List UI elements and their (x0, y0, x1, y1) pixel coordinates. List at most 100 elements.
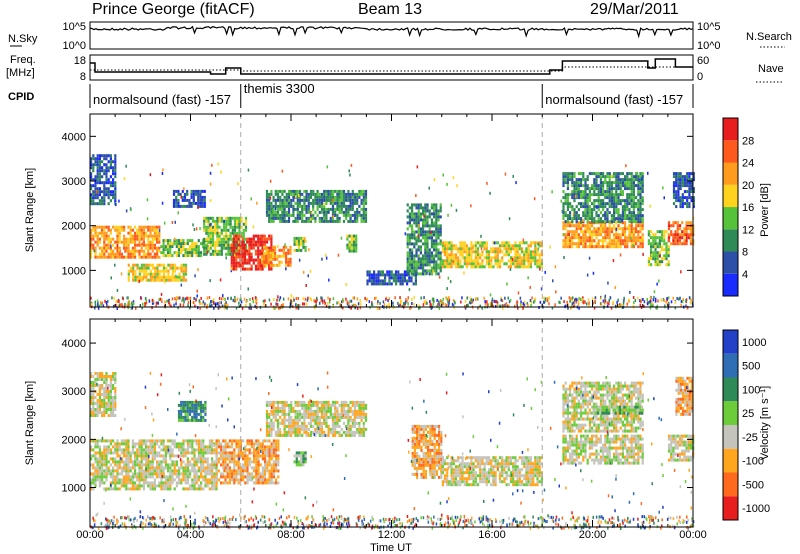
heatmap-cell (109, 463, 112, 467)
heatmap-cell (94, 187, 97, 191)
heatmap-cell (599, 172, 602, 176)
heatmap-cell (220, 219, 223, 223)
heatmap-cell (329, 201, 332, 205)
heatmap-cell (424, 209, 427, 213)
heatmap-cell (112, 457, 115, 461)
heatmap-cell (138, 463, 141, 467)
heatmap-cell (309, 213, 313, 217)
heatmap-cell (301, 204, 304, 208)
heatmap-cell (221, 297, 223, 301)
heatmap-cell (246, 249, 249, 253)
heatmap-cell (351, 204, 354, 208)
heatmap-cell (189, 472, 192, 476)
heatmap-cell (443, 253, 447, 257)
heatmap-cell (604, 178, 607, 182)
heatmap-cell (151, 275, 155, 279)
heatmap-cell (505, 247, 508, 251)
heatmap-cell (358, 192, 361, 196)
heatmap-cell (101, 472, 104, 476)
heatmap-cell (676, 297, 678, 300)
heatmap-cell (98, 169, 101, 173)
heatmap-cell (114, 448, 117, 452)
heatmap-cell (450, 262, 453, 266)
heatmap-cell (608, 245, 611, 249)
heatmap-cell (116, 228, 119, 232)
heatmap-cell (626, 205, 629, 209)
heatmap-cell (243, 249, 247, 253)
heatmap-cell (390, 276, 393, 280)
heatmap-cell (329, 219, 332, 223)
heatmap-cell (105, 249, 108, 253)
heatmap-cell (499, 304, 502, 308)
heatmap-cell (136, 463, 139, 467)
heatmap-cell (635, 175, 638, 179)
heatmap-cell (203, 240, 206, 244)
heatmap-cell (448, 256, 451, 260)
heatmap-cell (131, 302, 133, 306)
heatmap-cell (118, 442, 121, 446)
heatmap-cell (193, 245, 196, 249)
heatmap-cell (177, 242, 181, 246)
heatmap-cell (252, 234, 255, 238)
heatmap-cell (254, 299, 257, 303)
heatmap-cell (276, 254, 279, 258)
heatmap-cell (343, 204, 346, 208)
heatmap-cell (260, 257, 264, 261)
heatmap-cell (203, 198, 206, 202)
heatmap-cell (675, 175, 678, 179)
heatmap-cell (584, 239, 587, 243)
heatmap-cell (171, 269, 174, 273)
heatmap-cell (582, 172, 585, 176)
heatmap-cell (406, 221, 409, 225)
heatmap-cell (329, 297, 331, 301)
heatmap-cell (376, 301, 379, 305)
heatmap-cell (514, 250, 517, 254)
heatmap-cell (564, 220, 567, 224)
heatmap-cell (692, 199, 695, 203)
heatmap-cell (145, 460, 148, 464)
heatmap-cell (109, 442, 112, 446)
heatmap-cell (182, 266, 185, 270)
heatmap-cell (169, 463, 172, 467)
heatmap-cell (562, 196, 565, 200)
heatmap-cell (145, 298, 147, 302)
heatmap-cell (118, 240, 121, 244)
heatmap-cell (595, 236, 598, 240)
heatmap-cell (310, 211, 313, 215)
heatmap-cell (229, 225, 232, 229)
heatmap-cell (466, 296, 468, 300)
heatmap-cell (685, 236, 688, 240)
heatmap-cell (123, 469, 126, 473)
heatmap-cell (615, 199, 618, 203)
heatmap-cell (147, 439, 150, 443)
heatmap-cell (316, 192, 319, 196)
heatmap-cell (439, 263, 442, 267)
heatmap-cell (505, 253, 508, 257)
heatmap-cell (92, 196, 95, 200)
heatmap-cell (529, 241, 532, 245)
heatmap-cell (641, 177, 643, 181)
heatmap-cell (152, 301, 155, 305)
heatmap-cell (371, 302, 373, 306)
heatmap-cell (452, 244, 455, 248)
heatmap-cell (123, 240, 126, 244)
heatmap-cell (162, 269, 166, 273)
heatmap-cell (424, 248, 427, 252)
heatmap-cell (259, 237, 262, 241)
heatmap-cell (529, 265, 532, 269)
heatmap-cell (325, 219, 328, 223)
heatmap-cell (502, 304, 505, 308)
heatmap-cell (225, 231, 228, 235)
heatmap-cell (615, 196, 618, 200)
heatmap-cell (424, 206, 427, 210)
heatmap-cell (156, 272, 159, 276)
heatmap-cell (145, 481, 148, 485)
heatmap-cell (162, 263, 166, 267)
heatmap-cell (593, 227, 596, 231)
heatmap-cell (94, 460, 97, 464)
nsky-panel (89, 21, 694, 50)
heatmap-cell (257, 267, 260, 271)
heatmap-cell (156, 472, 159, 476)
heatmap-cell (227, 237, 230, 241)
heatmap-cell (624, 181, 627, 185)
